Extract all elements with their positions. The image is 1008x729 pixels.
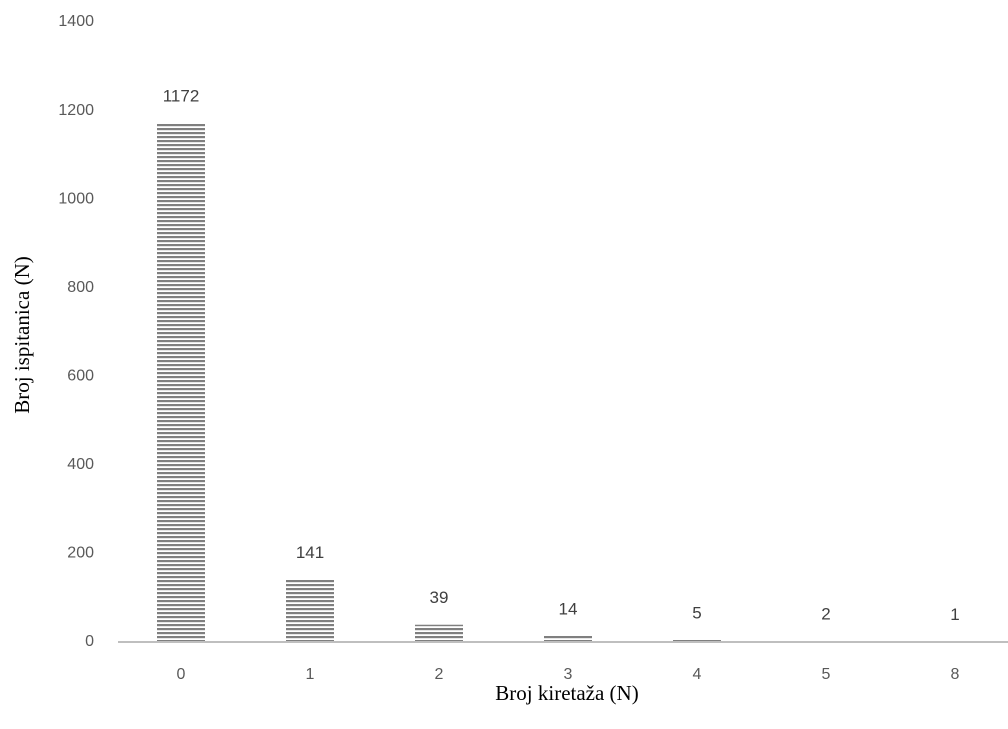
data-label: 14	[559, 599, 578, 618]
x-tick-label: 0	[177, 666, 186, 683]
data-label: 141	[296, 543, 324, 562]
bar	[544, 635, 592, 642]
data-label: 1	[950, 605, 959, 624]
x-tick-label: 3	[564, 666, 573, 683]
x-tick-label: 4	[693, 666, 702, 683]
bar	[673, 639, 721, 642]
y-tick-label: 1200	[58, 102, 94, 119]
y-axis-ticks: 0 200 400 600 800 1000 1200 1400	[58, 13, 94, 650]
x-tick-label: 1	[306, 666, 315, 683]
y-tick-label: 400	[67, 456, 94, 473]
y-tick-label: 200	[67, 545, 94, 562]
x-tick-label: 2	[435, 666, 444, 683]
y-tick-label: 1000	[58, 190, 94, 207]
y-tick-label: 1400	[58, 13, 94, 30]
bar	[286, 579, 334, 642]
x-axis-ticks: 0 1 2 3 4 5 8	[177, 666, 960, 683]
y-tick-label: 800	[67, 279, 94, 296]
y-tick-label: 0	[85, 633, 94, 650]
data-label: 2	[821, 605, 830, 624]
bar	[157, 122, 205, 642]
bars	[157, 122, 979, 642]
data-label: 5	[692, 603, 701, 622]
data-label: 1172	[163, 86, 200, 105]
y-tick-label: 600	[67, 368, 94, 385]
x-tick-label: 5	[822, 666, 831, 683]
data-label: 39	[430, 588, 449, 607]
x-tick-label: 8	[951, 666, 960, 683]
data-labels: 1172 141 39 14 5 2 1	[163, 86, 960, 624]
bar	[415, 624, 463, 642]
y-axis-title: Broj ispitanica (N)	[10, 256, 34, 413]
x-axis-title: Broj kiretaža (N)	[495, 681, 638, 705]
